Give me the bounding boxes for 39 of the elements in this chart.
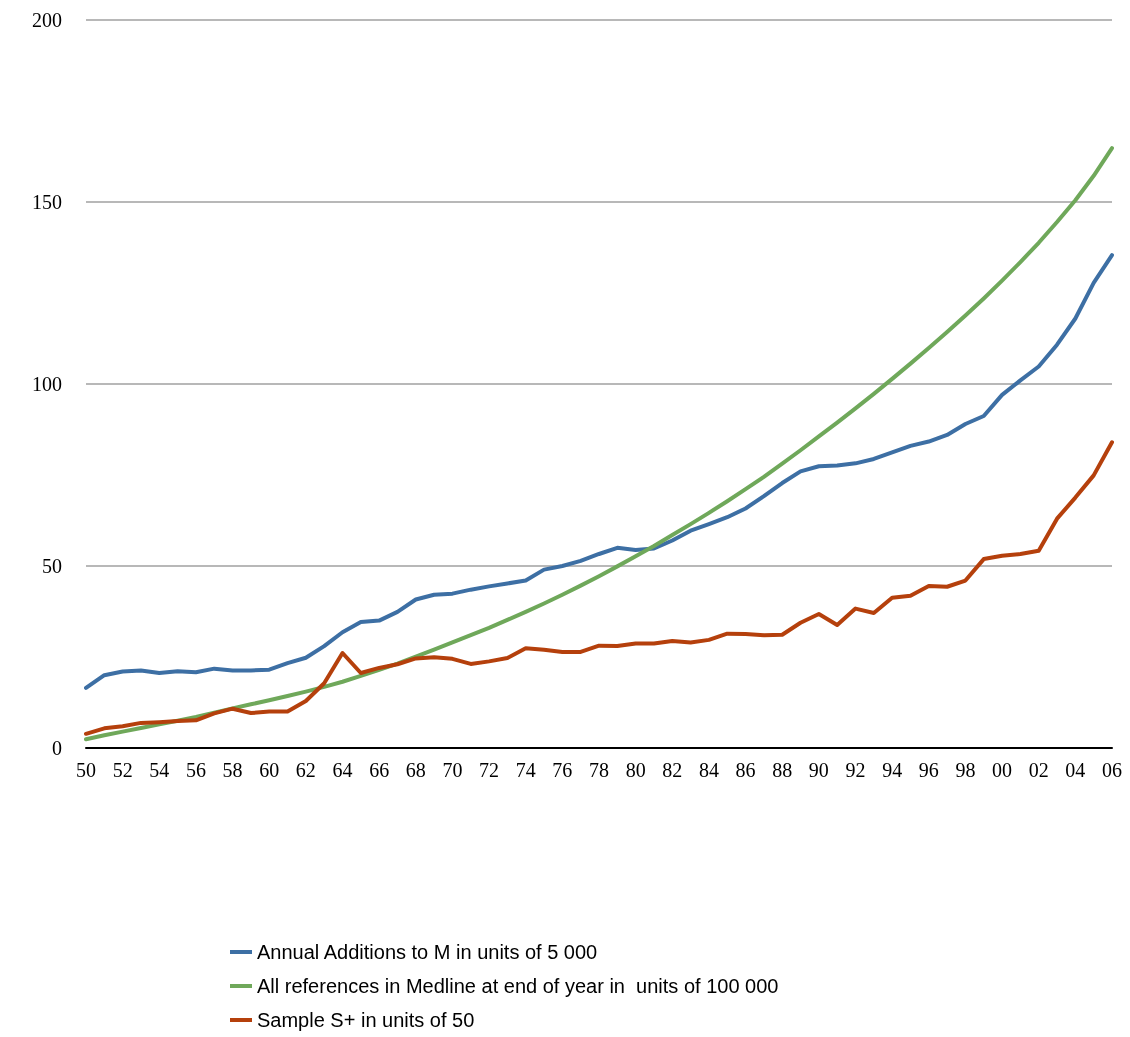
- legend-label: All references in Medline at end of year in units of 100 000: [257, 975, 779, 997]
- x-tick-label: 80: [625, 759, 646, 781]
- x-tick-label: 70: [442, 759, 463, 781]
- y-tick-label: 50: [42, 555, 62, 577]
- x-tick-label: 58: [222, 759, 243, 781]
- line-series: [84, 253, 1114, 690]
- x-tick-label: 54: [149, 759, 170, 781]
- x-tick-label: 66: [369, 759, 390, 781]
- x-tick-label: 72: [479, 759, 500, 781]
- x-tick-label: 50: [76, 759, 96, 781]
- legend-label: Sample S+ in units of 50: [257, 1009, 475, 1031]
- x-tick-label: 94: [882, 759, 903, 781]
- x-tick-label: 76: [552, 759, 573, 781]
- y-tick-label: 100: [32, 373, 62, 395]
- x-tick-label: 60: [259, 759, 280, 781]
- x-tick-label: 86: [735, 759, 756, 781]
- y-tick-label: 150: [32, 191, 62, 213]
- x-tick-label: 74: [515, 759, 536, 781]
- x-tick-label: 06: [1102, 759, 1122, 781]
- legend-label: Annual Additions to M in units of 5 000: [257, 941, 598, 963]
- x-tick-label: 96: [918, 759, 939, 781]
- x-tick-label: 62: [295, 759, 316, 781]
- x-tick-label: 78: [589, 759, 609, 781]
- x-tick-label: 90: [808, 759, 829, 781]
- x-tick-label: 84: [698, 759, 719, 781]
- x-tick-label: 56: [185, 759, 206, 781]
- x-tick-label: 02: [1028, 759, 1049, 781]
- x-tick-label: 92: [845, 759, 866, 781]
- x-tick-label: 04: [1065, 759, 1086, 781]
- x-tick-label: 52: [112, 759, 133, 781]
- x-tick-label: 88: [772, 759, 793, 781]
- x-tick-label: 68: [405, 759, 426, 781]
- x-tick-label: 82: [662, 759, 683, 781]
- x-tick-label: 00: [992, 759, 1013, 781]
- x-tick-label: 98: [955, 759, 976, 781]
- line-series: [84, 440, 1114, 736]
- x-tick-label: 64: [332, 759, 353, 781]
- y-tick-label: 200: [32, 9, 62, 31]
- y-tick-label: 0: [52, 737, 62, 759]
